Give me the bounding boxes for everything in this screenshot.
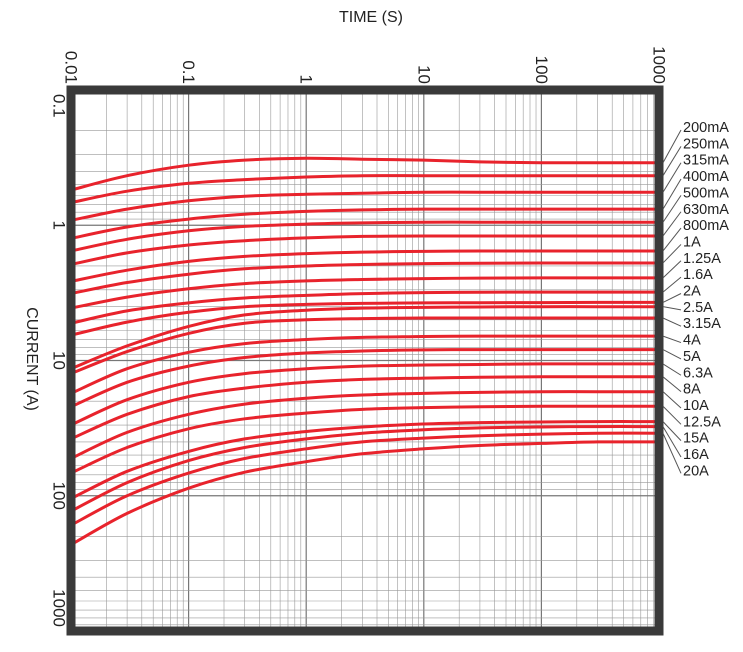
series-label: 800mA (683, 218, 729, 234)
y-tick-label: 10 (50, 351, 69, 370)
series-label: 10A (683, 398, 709, 414)
series-curve (69, 420, 661, 501)
series-label: 20A (683, 463, 709, 479)
series-curve (69, 207, 661, 240)
series-label: 200mA (683, 120, 729, 136)
series-label-leader (662, 244, 682, 264)
series-label-leader (662, 349, 682, 360)
series-label-leader (662, 146, 682, 176)
y-tick-label: 100 (50, 482, 69, 510)
series-curve (69, 404, 661, 475)
series-curve (69, 390, 661, 460)
series-label: 1.25A (683, 251, 721, 267)
series-label: 1.6A (683, 267, 713, 283)
series-label: 1A (683, 234, 701, 250)
series-label-leader (662, 363, 682, 376)
series-label: 2.5A (683, 300, 713, 316)
series-curve (69, 305, 661, 371)
x-tick-label: 1000 (650, 46, 669, 84)
series-curve (69, 174, 661, 205)
series-label: 315mA (683, 153, 729, 169)
series-label-leader (662, 306, 682, 311)
series-label: 16A (683, 447, 709, 463)
series-label: 2A (683, 284, 701, 300)
series-label-leader (662, 405, 682, 425)
series-label-leader (662, 293, 682, 303)
series-curve (69, 334, 661, 395)
series-curve (69, 375, 661, 441)
series-label-leader (662, 276, 682, 293)
series-label: 6.3A (683, 365, 713, 381)
series-label: 4A (683, 333, 701, 349)
y-tick-labels: 0.1 1 10 100 1000 (50, 94, 69, 627)
y-axis-title: CURRENT (A) (23, 307, 40, 411)
x-tick-labels: 0.01 0.1 1 10 100 1000 (62, 46, 669, 84)
series-curve (69, 276, 661, 310)
series-label-leader (662, 195, 682, 223)
series-curve (69, 220, 661, 253)
plot-frame (66, 85, 664, 636)
series-curve (69, 440, 661, 547)
series-label: 15A (683, 431, 709, 447)
series-label: 5A (683, 349, 701, 365)
series-curve (69, 425, 661, 513)
series-label-leader (662, 426, 682, 458)
series-curve (69, 249, 661, 283)
x-tick-label: 10 (414, 65, 433, 84)
x-axis-title: TIME (S) (339, 9, 403, 26)
x-tick-label: 0.1 (179, 60, 198, 84)
series-curve (69, 348, 661, 409)
series-curve (69, 156, 661, 192)
series-label: 3.15A (683, 316, 721, 332)
x-tick-label: 1 (297, 75, 316, 84)
series-label-leader (662, 162, 682, 193)
series-label-leader (662, 335, 682, 344)
series-curve (69, 261, 661, 296)
series-label: 8A (683, 382, 701, 398)
series-label-leader (662, 317, 682, 327)
series-label: 500mA (683, 185, 729, 201)
series-label: 400mA (683, 169, 729, 185)
series-curve (69, 431, 661, 527)
y-tick-label: 1 (50, 221, 69, 230)
y-tick-label: 1000 (50, 589, 69, 627)
y-tick-label: 0.1 (50, 94, 69, 118)
series-curve (69, 316, 661, 376)
series-curve (69, 190, 661, 222)
x-tick-label: 100 (532, 56, 551, 84)
series-label-leader (662, 433, 682, 474)
series-label-leader (662, 421, 682, 441)
series-label: 12.5A (683, 414, 721, 430)
grid-lines (70, 89, 660, 632)
series-label-leader (662, 129, 682, 163)
x-tick-label: 0.01 (62, 51, 81, 84)
series-label-leader (662, 227, 682, 252)
series-label: 250mA (683, 136, 729, 152)
series-label: 630mA (683, 202, 729, 218)
series-curve (69, 290, 661, 325)
series-label-leader (662, 211, 682, 237)
series-labels: 200mA250mA315mA400mA500mA630mA800mA1A1.2… (662, 120, 729, 479)
series-curves (69, 156, 661, 547)
series-label-leader (662, 391, 682, 409)
series-curve (69, 234, 661, 266)
series-label-leader (662, 376, 682, 392)
series-label-leader (662, 260, 682, 279)
series-label-leader (662, 178, 682, 210)
series-curve (69, 300, 661, 337)
series-curve (69, 362, 661, 427)
